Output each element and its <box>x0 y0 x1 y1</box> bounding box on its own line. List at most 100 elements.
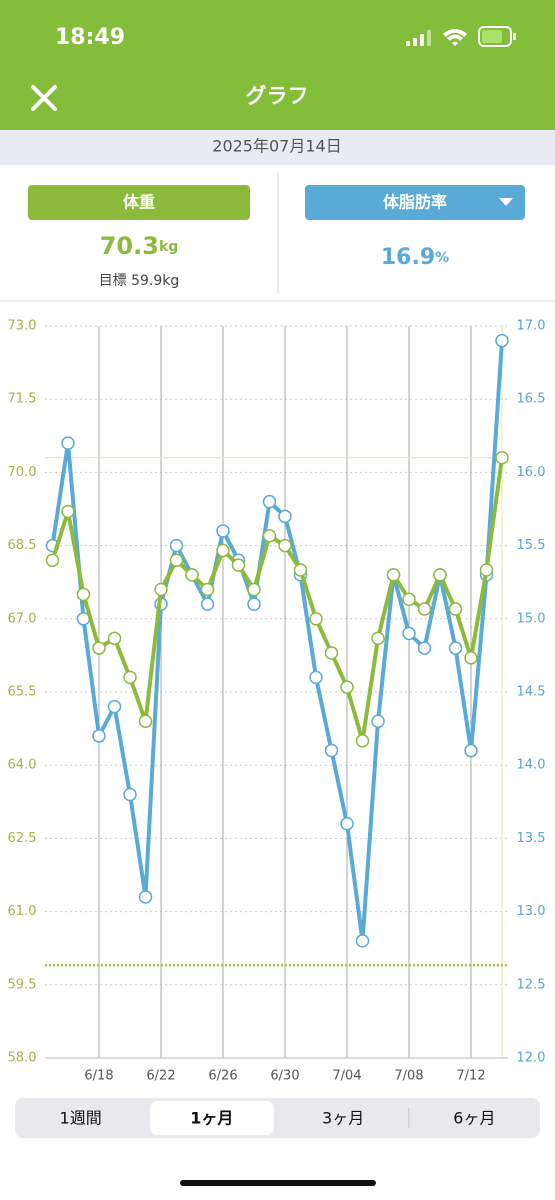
y2-tick-label: 16.0 <box>517 465 546 480</box>
y-tick-label: 71.5 <box>8 392 37 407</box>
data-point <box>324 743 339 758</box>
data-point <box>138 714 153 729</box>
time: 18:49 <box>55 25 125 50</box>
data-point <box>433 568 447 582</box>
data-point <box>278 538 292 553</box>
nav-title: グラフ <box>246 84 309 108</box>
y-tick-label: 58.0 <box>8 1051 37 1066</box>
weight-button[interactable] <box>28 185 250 220</box>
selected-tab <box>149 1101 274 1135</box>
y-tick-label: 73.0 <box>8 319 37 334</box>
x-tick-label: 7/12 <box>456 1069 485 1084</box>
data-point <box>495 451 509 465</box>
data-point <box>61 436 75 450</box>
data-point <box>76 587 91 602</box>
date: 2025年07月14日 <box>212 137 341 156</box>
data-point <box>371 631 385 646</box>
data-point <box>107 699 122 714</box>
data-point <box>45 553 60 567</box>
tab[interactable]: 3ヶ月 <box>322 1109 364 1128</box>
home-indicator <box>180 1180 376 1186</box>
x-tick-label: 6/22 <box>146 1069 175 1084</box>
x-tick-label: 6/26 <box>208 1069 237 1084</box>
y-tick-label: 67.0 <box>8 611 37 626</box>
weight-number: 70.3 <box>100 232 159 260</box>
data-point <box>154 582 168 597</box>
tab[interactable]: 1週間 <box>60 1109 102 1128</box>
weight-button-label: 体重 <box>123 193 155 212</box>
data-point <box>169 538 184 553</box>
data-point <box>262 529 277 543</box>
data-point <box>107 631 122 646</box>
y2-tick-label: 17.0 <box>517 319 546 334</box>
data-point <box>92 729 106 743</box>
y2-tick-label: 13.0 <box>517 904 546 919</box>
data-point <box>309 612 323 626</box>
data-point <box>247 582 261 597</box>
fat-value: 16.9% <box>381 245 449 270</box>
data-point <box>138 890 153 904</box>
y2-tick-label: 14.5 <box>517 685 546 700</box>
tabs: 1週間 1ヶ月 3ヶ月 6ヶ月 <box>60 1101 495 1135</box>
header <box>0 0 555 130</box>
x-tick-label: 6/30 <box>270 1069 299 1084</box>
data-point <box>417 641 432 655</box>
close-button[interactable] <box>31 85 57 111</box>
y2-tick-label: 12.0 <box>517 1051 546 1066</box>
data-point <box>464 651 478 665</box>
y-tick-label: 68.5 <box>8 538 37 553</box>
data-point <box>309 670 323 685</box>
data-point <box>479 563 494 577</box>
weight-value: 70.3kg <box>100 232 179 260</box>
dropdown-arrow <box>499 198 513 206</box>
x-tick-label: 6/18 <box>84 1069 113 1084</box>
data-point <box>231 558 246 572</box>
y2-tick-label: 15.0 <box>517 611 546 626</box>
data-point <box>355 934 370 948</box>
data-point <box>293 563 308 577</box>
fat-unit: % <box>435 250 449 266</box>
data-point <box>262 494 277 509</box>
y2-tick-label: 15.5 <box>517 538 546 553</box>
data-point <box>247 597 261 611</box>
data-point <box>464 743 478 758</box>
weight-goal: 目標 59.9kg <box>99 273 180 289</box>
data-point <box>371 714 385 729</box>
tab[interactable]: 1ヶ月 <box>190 1109 233 1128</box>
y-tick-label: 61.0 <box>8 904 37 919</box>
fat-button-label: 体脂肪率 <box>383 193 447 212</box>
data-point <box>495 333 509 348</box>
data-point <box>123 787 137 802</box>
y2-tick-label: 16.5 <box>517 392 546 407</box>
data-point <box>123 670 137 685</box>
weight-unit: kg <box>159 239 178 255</box>
y-tick-label: 62.5 <box>8 831 37 846</box>
y-tick-label: 65.5 <box>8 685 37 700</box>
chart: 58.0 59.5 61.0 62.5 64.0 65.5 67.0 68.5 70.0 71.5… <box>8 319 546 1084</box>
y2-tick-label: 13.5 <box>517 831 546 846</box>
data-point <box>278 509 292 524</box>
data-point <box>200 597 215 611</box>
data-point <box>402 626 416 641</box>
tab[interactable]: 6ヶ月 <box>453 1109 495 1128</box>
data-point <box>61 504 75 519</box>
x-tick-label: 7/08 <box>394 1069 423 1084</box>
data-point <box>216 524 230 538</box>
x-tick-label: 7/04 <box>332 1069 361 1084</box>
data-point <box>386 568 401 582</box>
data-point <box>417 602 432 616</box>
y-tick-label: 64.0 <box>8 758 37 773</box>
y2-tick-label: 14.0 <box>517 758 546 773</box>
data-point <box>448 641 463 655</box>
y-tick-label: 70.0 <box>8 465 37 480</box>
data-point <box>169 553 184 567</box>
data-point <box>216 543 230 558</box>
data-point <box>185 568 199 582</box>
data-point <box>340 817 354 831</box>
fat-button[interactable] <box>305 185 525 220</box>
data-point <box>200 582 215 597</box>
data-point <box>402 592 416 607</box>
data-point <box>448 602 463 616</box>
status-icons <box>406 26 516 47</box>
